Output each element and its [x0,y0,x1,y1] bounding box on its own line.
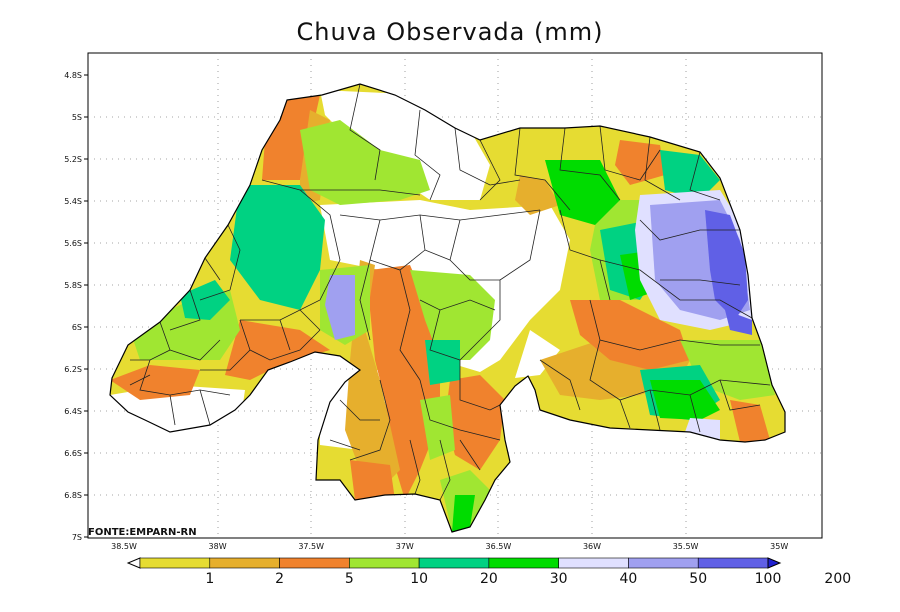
fill-5-10-southeast-tip [730,400,770,442]
source-label: FONTE:EMPARN-RN [88,527,197,538]
map-title: Chuva Observada (mm) [296,18,604,46]
lon-axis: 38.5W 38W 37.5W 37W 36.5W 36W 35.5W 35W [111,542,788,551]
colorbar-label: 2 [275,571,284,587]
colorbar-label: 5 [345,571,354,587]
plot-frame [87,52,823,539]
colorbar-swatch [279,557,350,569]
colorbar-swatch [139,557,211,569]
lon-tick-label: 37W [396,542,414,551]
municipal-boundaries [129,84,771,501]
colorbar-swatch [349,557,420,569]
lon-tick-label: 35W [770,542,788,551]
fill-5-10-north-east [615,140,665,185]
lon-tick-label: 36.5W [486,542,512,551]
lat-tick-label: 5.4S [64,197,82,206]
lat-axis: 4.8S 5S 5.2S 5.4S 5.6S 5.8S 6S 6.2S 6.4S 6.6S 6.8S… [64,71,88,542]
fill-20-30-east-north [660,150,720,200]
lat-tick-label: 5.6S [64,239,82,248]
colorbar-label: 200 [824,571,851,587]
fill-40-50-southeast [685,418,720,440]
colorbar-label: 100 [755,571,782,587]
fill-30-40-south-tip [452,495,475,532]
colorbar: 1 2 5 10 20 30 40 50 100 200 [126,557,851,587]
colorbar-label: 20 [480,571,498,587]
colorbar-label: 40 [620,571,638,587]
lon-tick-label: 38.5W [111,542,137,551]
lon-tick-label: 35.5W [673,542,699,551]
lat-tick-label: 5S [72,113,82,122]
fill-20-30-west [180,280,230,320]
fill-20-30-northwest [230,185,325,310]
rainfall-fill [110,84,785,532]
colorbar-label: 10 [410,571,428,587]
colorbar-label: 1 [205,571,214,587]
colorbar-lower-triangle [126,557,141,569]
lat-tick-label: 5.8S [64,281,82,290]
fill-lt1-east [515,330,560,378]
lat-tick-label: 7S [72,533,82,542]
lat-tick-label: 6.4S [64,407,82,416]
colorbar-swatch [628,557,699,569]
lon-tick-label: 36W [583,542,601,551]
fill-100-200-east-south [725,310,752,335]
lat-tick-label: 6S [72,323,82,332]
lon-tick-label: 37.5W [298,542,324,551]
fill-30-40-southeast [650,380,720,420]
colorbar-swatch [558,557,629,569]
colorbar-swatch [209,557,280,569]
lon-tick-label: 38W [209,542,227,551]
fill-5-10-southwest [350,460,395,500]
fill-5-10-far-west [110,365,200,400]
fill-20-30-south [425,340,460,385]
lat-tick-label: 4.8S [64,71,82,80]
fill-10-20-north [300,120,430,205]
colorbar-swatch [418,557,490,569]
fill-5-10-east-south [570,300,690,370]
fill-10-20-center [410,270,495,360]
fill-5-10-south-center [370,265,440,500]
fill-100-200-east [705,210,748,320]
fill-50-100-center-west [325,275,355,340]
lat-tick-label: 6.2S [64,365,82,374]
colorbar-upper-triangle [767,557,782,569]
lat-tick-label: 6.8S [64,491,82,500]
fill-5-10-west [225,320,330,380]
lat-tick-label: 6.6S [64,449,82,458]
colorbar-label: 30 [550,571,568,587]
lat-tick-label: 5.2S [64,155,82,164]
fill-10-20-south [420,395,455,460]
colorbar-swatch [488,557,559,569]
colorbar-swatch [697,557,769,569]
fill-2-5-north-east [515,175,560,215]
colorbar-label: 50 [689,571,707,587]
